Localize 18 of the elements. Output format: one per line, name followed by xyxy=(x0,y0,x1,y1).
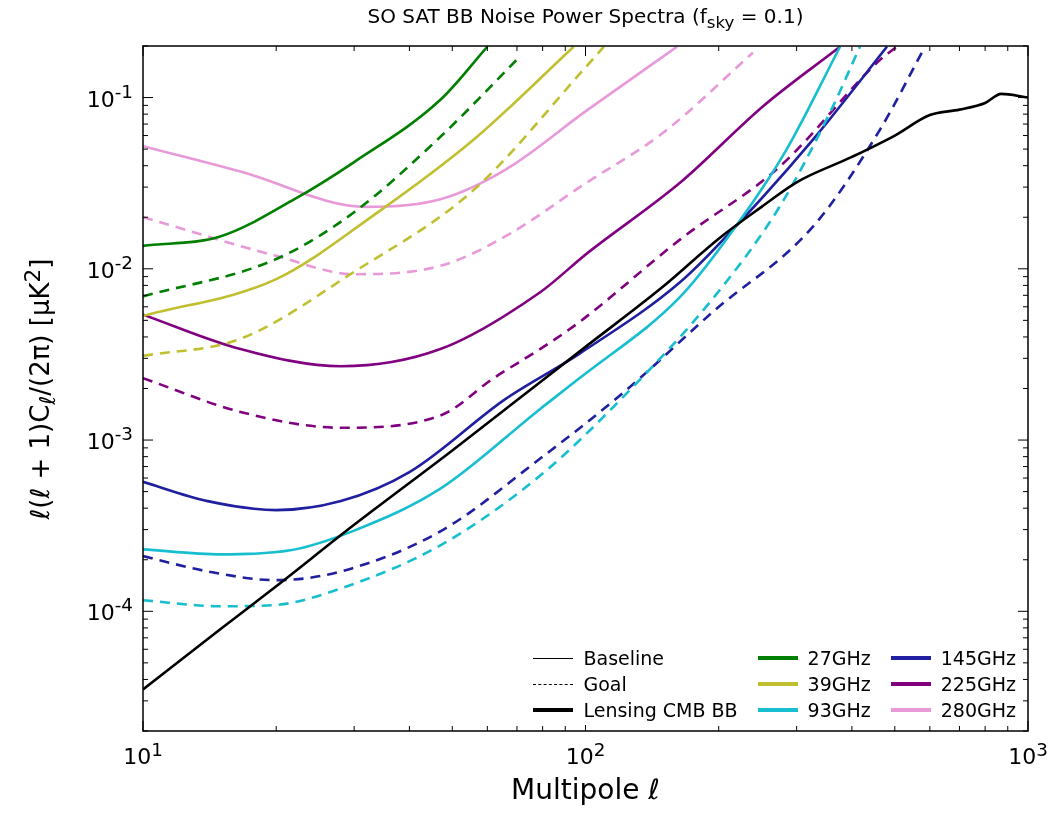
legend-label: Baseline xyxy=(583,647,665,669)
y-tick-label: 10$^{-2}$ xyxy=(86,252,133,283)
legend-label: 145GHz xyxy=(940,647,1016,669)
legend-label: 225GHz xyxy=(940,673,1016,695)
y-tick-label: 10$^{-1}$ xyxy=(86,80,133,112)
legend-label: 93GHz xyxy=(807,699,871,721)
x-tick-label: 10$^{2}$ xyxy=(565,739,606,770)
y-tick-label: 10$^{-4}$ xyxy=(86,594,133,625)
x-tick-label: 10$^{3}$ xyxy=(1008,739,1048,770)
legend-label: 280GHz xyxy=(940,699,1016,721)
legend-label: Goal xyxy=(583,673,627,695)
legend-label: 39GHz xyxy=(807,673,871,695)
legend-label: Lensing CMB BB xyxy=(583,699,738,721)
x-axis-title: Multipole ℓ xyxy=(511,773,660,806)
x-tick-label: 10$^{1}$ xyxy=(123,739,163,770)
y-tick-label: 10$^{-3}$ xyxy=(86,423,133,454)
legend-label: 27GHz xyxy=(807,647,871,669)
chart-title: SO SAT BB Noise Power Spectra (f$_{sky}$ = 0.1) xyxy=(367,4,804,32)
